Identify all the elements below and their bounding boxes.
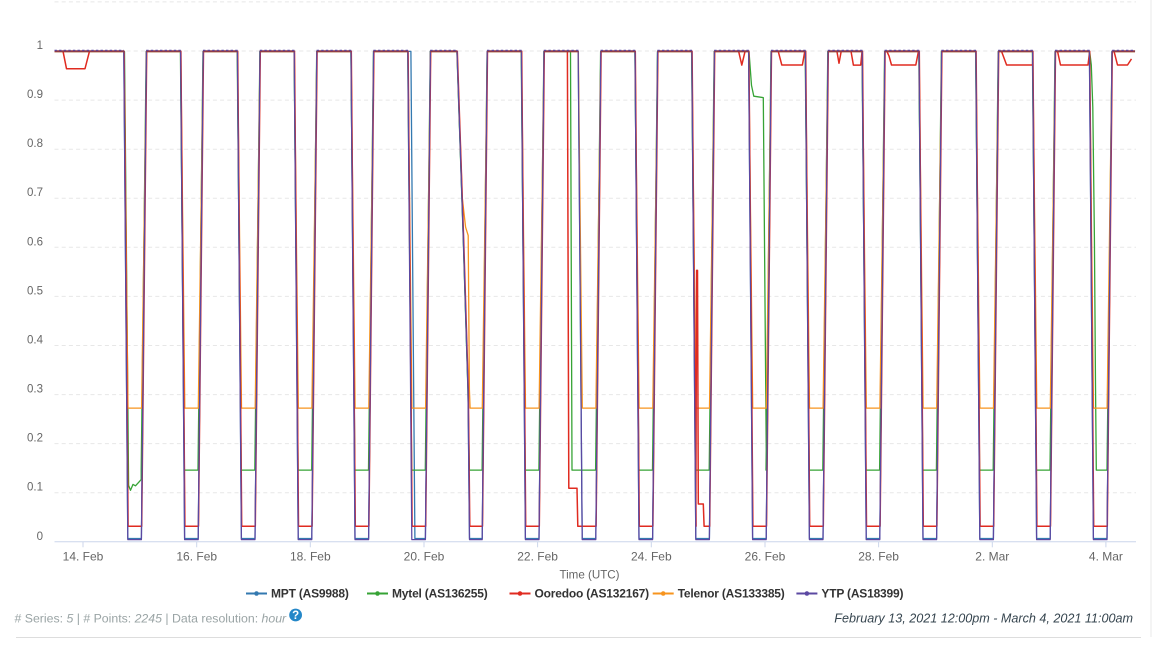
svg-text:0.3: 0.3: [27, 384, 43, 396]
svg-text:0.9: 0.9: [27, 89, 43, 101]
svg-text:22. Feb: 22. Feb: [517, 550, 558, 564]
svg-text:20. Feb: 20. Feb: [404, 550, 445, 564]
svg-text:MPT (AS9988): MPT (AS9988): [271, 587, 349, 601]
svg-text:Ooredoo (AS132167): Ooredoo (AS132167): [535, 587, 650, 601]
svg-text:0.7: 0.7: [27, 187, 43, 199]
svg-text:Time (UTC): Time (UTC): [559, 569, 619, 582]
svg-text:0.2: 0.2: [27, 433, 43, 445]
svg-text:0: 0: [37, 531, 43, 543]
svg-text:Telenor (AS133385): Telenor (AS133385): [678, 587, 785, 601]
svg-text:0.1: 0.1: [27, 482, 43, 494]
svg-text:February 13, 2021 12:00pm - Ma: February 13, 2021 12:00pm - March 4, 202…: [834, 611, 1133, 625]
svg-text:14. Feb: 14. Feb: [63, 550, 104, 564]
svg-text:YTP (AS18399): YTP (AS18399): [821, 587, 903, 601]
svg-text:18. Feb: 18. Feb: [290, 550, 331, 564]
svg-text:0.6: 0.6: [27, 236, 43, 248]
svg-text:24. Feb: 24. Feb: [631, 550, 672, 564]
svg-text:1: 1: [37, 40, 43, 52]
svg-text:# Series: 5 | # Points: 2245 |: # Series: 5 | # Points: 2245 | Data reso…: [15, 612, 288, 626]
svg-text:26. Feb: 26. Feb: [745, 550, 786, 564]
svg-text:16. Feb: 16. Feb: [176, 550, 217, 564]
svg-text:4. Mar: 4. Mar: [1089, 550, 1123, 564]
svg-text:?: ?: [292, 610, 299, 622]
svg-text:Mytel (AS136255): Mytel (AS136255): [392, 587, 488, 601]
svg-text:28. Feb: 28. Feb: [858, 550, 899, 564]
svg-text:2. Mar: 2. Mar: [975, 550, 1009, 564]
svg-text:0.5: 0.5: [27, 285, 43, 297]
svg-text:0.8: 0.8: [27, 138, 43, 150]
svg-text:0.4: 0.4: [27, 335, 44, 347]
